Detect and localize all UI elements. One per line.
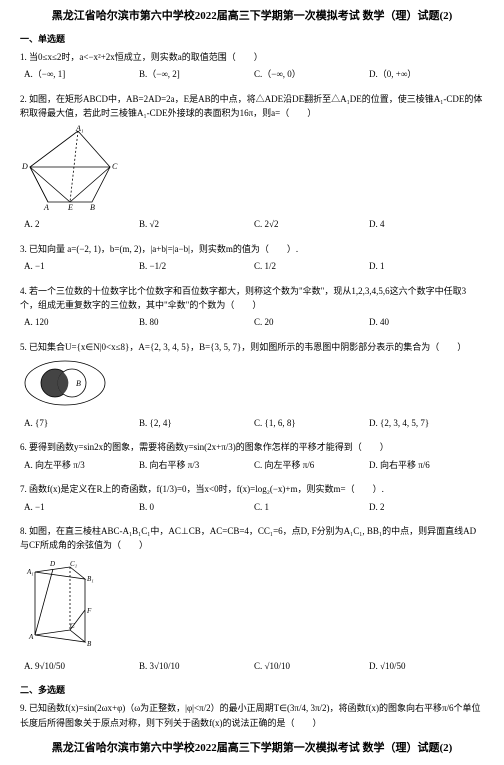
q1-opt-d: D.（0, +∞） — [369, 68, 484, 82]
q5-opt-a: A. {7} — [24, 417, 139, 431]
section-2-heading: 二、多选题 — [20, 684, 484, 698]
q4-stem: 4. 若一个三位数的十位数字比个位数字和百位数字都大，则称这个数为"伞数"，现从… — [20, 284, 484, 313]
q2-opt-d: D. 4 — [369, 218, 484, 232]
q6-opt-b: B. 向右平移 π/3 — [139, 459, 254, 473]
q9-stem: 9. 已知函数f(x)=sin(2ωx+φ)（ω为正整数，|φ|<π/2）的最小… — [20, 701, 484, 730]
svg-text:D: D — [49, 560, 55, 568]
q8-prism-svg: D C₁ A₁ B₁ F A C B — [20, 557, 110, 652]
q5-figure: B — [20, 358, 484, 413]
svg-text:D: D — [21, 162, 28, 171]
q4-opt-a: A. 120 — [24, 316, 139, 330]
question-8: 8. 如图，在直三棱柱ABC-A₁B₁C₁中，AC⊥CB，AC=CB=4，CC₁… — [20, 524, 484, 674]
svg-text:A: A — [28, 633, 34, 641]
svg-text:B₁: B₁ — [87, 575, 94, 583]
q7-opt-a: A. −1 — [24, 501, 139, 515]
question-2: 2. 如图，在矩形ABCD中，AB=2AD=2a，E是AB的中点，将△ADE沿D… — [20, 92, 484, 232]
question-3: 3. 已知向量 a=(−2, 1)，b=(m, 2)，|a+b|=|a−b|，则… — [20, 242, 484, 274]
q2-opt-b: B. √2 — [139, 218, 254, 232]
q7-options: A. −1 B. 0 C. 1 D. 2 — [20, 501, 484, 515]
q6-opt-d: D. 向右平移 π/6 — [369, 459, 484, 473]
q8-options: A. 9√10/50 B. 3√10/10 C. √10/10 D. √10/5… — [20, 660, 484, 674]
q6-opt-a: A. 向左平移 π/3 — [24, 459, 139, 473]
svg-text:B: B — [87, 640, 92, 648]
footer-title: 黑龙江省哈尔滨市第六中学校2022届高三下学期第一次模拟考试 数学（理）试题(2… — [20, 740, 484, 757]
header-title: 黑龙江省哈尔滨市第六中学校2022届高三下学期第一次模拟考试 数学（理）试题(2… — [20, 8, 484, 25]
q3-opt-c: C. 1/2 — [254, 260, 369, 274]
question-7: 7. 函数f(x)是定义在R上的奇函数，f(1/3)=0，当x<0时，f(x)=… — [20, 482, 484, 514]
q2-opt-c: C. 2√2 — [254, 218, 369, 232]
question-4: 4. 若一个三位数的十位数字比个位数字和百位数字都大，则称这个数为"伞数"，现从… — [20, 284, 484, 330]
q6-options: A. 向左平移 π/3 B. 向右平移 π/3 C. 向左平移 π/6 D. 向… — [20, 459, 484, 473]
q8-opt-d: D. √10/50 — [369, 660, 484, 674]
svg-text:C₁: C₁ — [70, 560, 77, 568]
q8-opt-b: B. 3√10/10 — [139, 660, 254, 674]
q1-opt-c: C.（−∞, 0） — [254, 68, 369, 82]
q8-stem: 8. 如图，在直三棱柱ABC-A₁B₁C₁中，AC⊥CB，AC=CB=4，CC₁… — [20, 524, 484, 553]
q3-opt-d: D. 1 — [369, 260, 484, 274]
q7-opt-d: D. 2 — [369, 501, 484, 515]
q7-opt-c: C. 1 — [254, 501, 369, 515]
svg-text:E: E — [67, 203, 73, 210]
q1-opt-a: A.（−∞, 1] — [24, 68, 139, 82]
question-9: 9. 已知函数f(x)=sin(2ωx+φ)（ω为正整数，|φ|<π/2）的最小… — [20, 701, 484, 730]
q5-options: A. {7} B. {2, 4} C. {1, 6, 8} D. {2, 3, … — [20, 417, 484, 431]
svg-text:C: C — [112, 162, 118, 171]
q4-opt-b: B. 80 — [139, 316, 254, 330]
svg-text:F: F — [86, 607, 92, 615]
q7-opt-b: B. 0 — [139, 501, 254, 515]
q1-options: A.（−∞, 1] B.（−∞, 2] C.（−∞, 0） D.（0, +∞） — [20, 68, 484, 82]
svg-text:A₁: A₁ — [75, 125, 84, 133]
q4-options: A. 120 B. 80 C. 20 D. 40 — [20, 316, 484, 330]
q2-figure: A₁ D C A E B — [20, 125, 484, 215]
q6-opt-c: C. 向左平移 π/6 — [254, 459, 369, 473]
q1-stem: 1. 当0≤x≤2时，a<−x²+2x恒成立，则实数a的取值范围（ ） — [20, 50, 484, 64]
q4-opt-d: D. 40 — [369, 316, 484, 330]
q8-opt-a: A. 9√10/50 — [24, 660, 139, 674]
q5-opt-c: C. {1, 6, 8} — [254, 417, 369, 431]
q2-svg: A₁ D C A E B — [20, 125, 150, 210]
svg-text:A: A — [43, 203, 49, 210]
q5-opt-b: B. {2, 4} — [139, 417, 254, 431]
q3-opt-a: A. −1 — [24, 260, 139, 274]
question-6: 6. 要得到函数y=sin2x的图象，需要将函数y=sin(2x+π/3)的图象… — [20, 440, 484, 472]
question-5: 5. 已知集合U={x∈N|0<x≤8}，A={2, 3, 4, 5}，B={3… — [20, 340, 484, 430]
q4-opt-c: C. 20 — [254, 316, 369, 330]
q8-opt-c: C. √10/10 — [254, 660, 369, 674]
svg-text:A₁: A₁ — [26, 568, 34, 576]
section-1-heading: 一、单选题 — [20, 33, 484, 47]
q3-options: A. −1 B. −1/2 C. 1/2 D. 1 — [20, 260, 484, 274]
q8-figure: D C₁ A₁ B₁ F A C B — [20, 557, 484, 657]
q3-stem: 3. 已知向量 a=(−2, 1)，b=(m, 2)，|a+b|=|a−b|，则… — [20, 242, 484, 256]
q5-venn-svg: B — [20, 358, 110, 408]
q2-opt-a: A. 2 — [24, 218, 139, 232]
svg-text:B: B — [90, 203, 95, 210]
svg-text:B: B — [76, 379, 81, 388]
q2-stem: 2. 如图，在矩形ABCD中，AB=2AD=2a，E是AB的中点，将△ADE沿D… — [20, 92, 484, 121]
q1-opt-b: B.（−∞, 2] — [139, 68, 254, 82]
q3-opt-b: B. −1/2 — [139, 260, 254, 274]
q6-stem: 6. 要得到函数y=sin2x的图象，需要将函数y=sin(2x+π/3)的图象… — [20, 440, 484, 454]
question-1: 1. 当0≤x≤2时，a<−x²+2x恒成立，则实数a的取值范围（ ） A.（−… — [20, 50, 484, 82]
q5-opt-d: D. {2, 3, 4, 5, 7} — [369, 417, 484, 431]
svg-text:C: C — [70, 622, 75, 630]
q7-stem: 7. 函数f(x)是定义在R上的奇函数，f(1/3)=0，当x<0时，f(x)=… — [20, 482, 484, 496]
q5-stem: 5. 已知集合U={x∈N|0<x≤8}，A={2, 3, 4, 5}，B={3… — [20, 340, 484, 354]
q2-options: A. 2 B. √2 C. 2√2 D. 4 — [20, 218, 484, 232]
